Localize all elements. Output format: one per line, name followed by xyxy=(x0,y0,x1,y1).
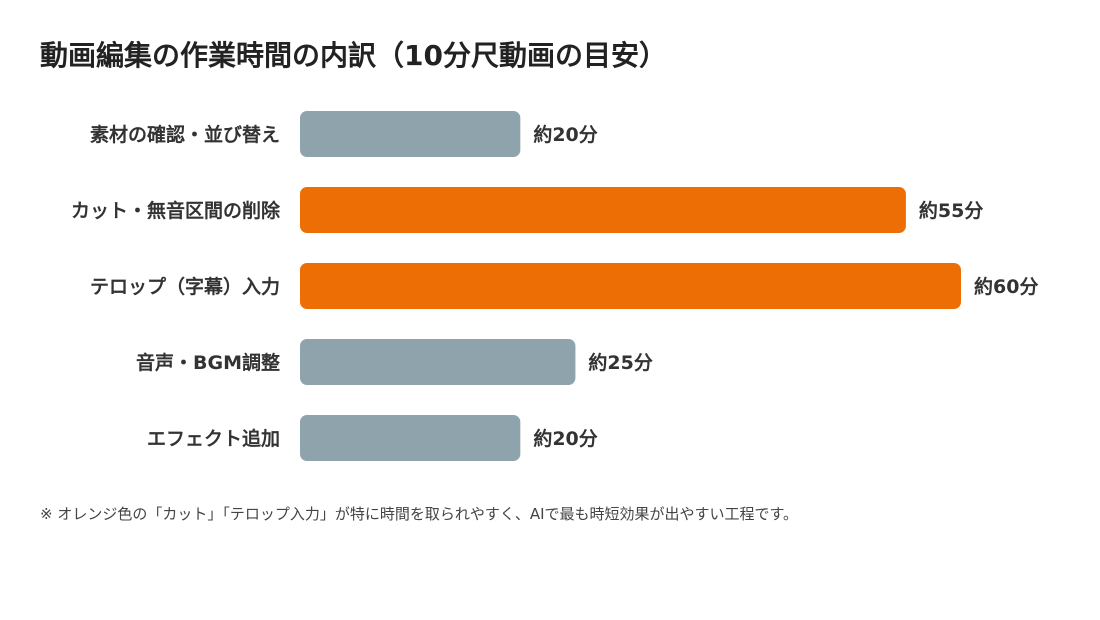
footnote: ※ オレンジ色の「カット」「テロップ入力」が特に時間を取られやすく、AIで最も時… xyxy=(40,505,799,523)
bar xyxy=(300,187,906,233)
chart-title: 動画編集の作業時間の内訳（10分尺動画の目安） xyxy=(40,39,667,72)
bar xyxy=(300,111,521,157)
data-label: 約60分 xyxy=(974,275,1038,298)
category-label: 音声・BGM調整 xyxy=(136,351,280,374)
category-label: エフェクト追加 xyxy=(147,427,280,450)
bar xyxy=(300,263,961,309)
bar xyxy=(300,339,576,385)
category-label: カット・無音区間の削除 xyxy=(71,199,281,222)
bar xyxy=(300,415,521,461)
data-label: 約55分 xyxy=(919,199,983,222)
bars-group: 素材の確認・並び替え 約20分カット・無音区間の削除 約55分テロップ（字幕）入力約… xyxy=(71,111,1038,461)
data-label: 約20分 xyxy=(533,123,597,146)
category-label: テロップ（字幕）入力 xyxy=(90,275,280,298)
data-label: 約20分 xyxy=(533,427,597,450)
data-label: 約25分 xyxy=(588,351,652,374)
category-label: 素材の確認・並び替え xyxy=(90,123,280,146)
